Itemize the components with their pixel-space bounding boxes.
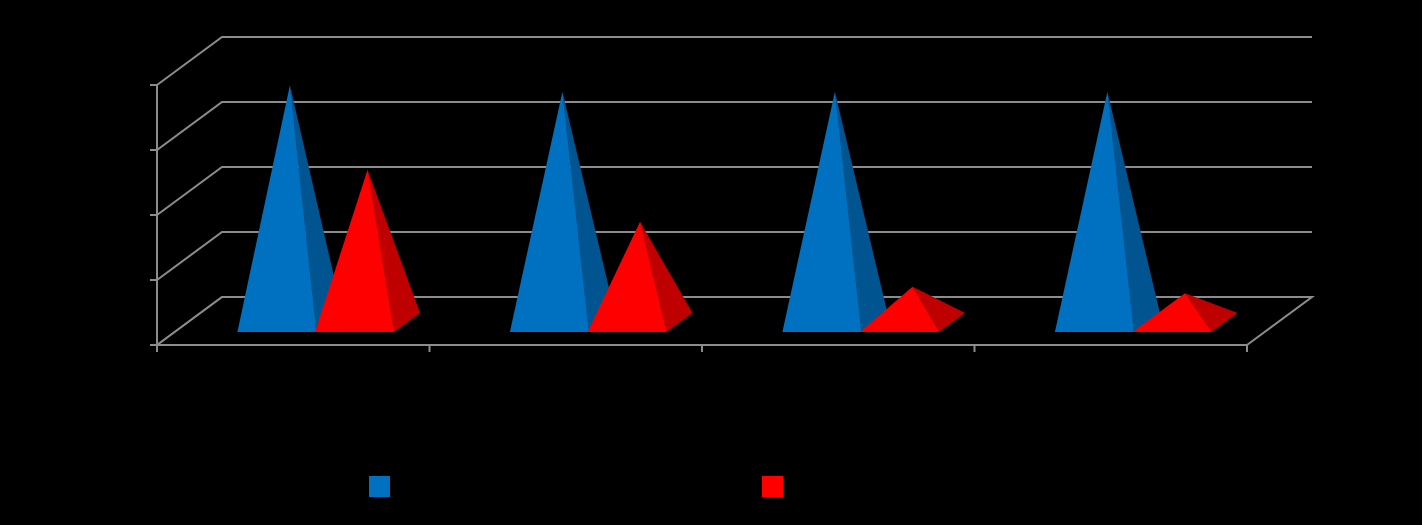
- pyramid-front: [315, 169, 395, 332]
- pyramid-front: [860, 286, 940, 332]
- y-tick-label: 1: [135, 271, 143, 287]
- y-tick-label: 0: [135, 336, 143, 352]
- grid-line: [156, 36, 1312, 86]
- pyramid-side: [1107, 91, 1160, 332]
- pyramid-front: [1054, 91, 1134, 332]
- pyramid-side: [834, 91, 888, 332]
- pyramid-front: [237, 85, 317, 332]
- grid-line: [156, 166, 1312, 216]
- legend-swatch: [762, 476, 783, 497]
- pyramid-front: [1132, 293, 1212, 332]
- pyramid-side: [640, 221, 693, 332]
- legend-swatch: [369, 476, 390, 497]
- grid-line: [156, 101, 1312, 151]
- pyramid-side: [367, 169, 421, 332]
- y-tick-label: 2: [135, 206, 143, 222]
- pyramid-front: [509, 91, 589, 332]
- pyramid-side: [912, 286, 966, 332]
- pyramid-side: [1185, 293, 1238, 332]
- pyramid-front: [587, 221, 667, 332]
- pyramid-side: [289, 85, 343, 332]
- grid-line: [156, 231, 1312, 281]
- pyramid-side: [562, 91, 615, 332]
- y-tick-label: 4: [135, 76, 143, 92]
- grid-line: [156, 296, 1312, 346]
- pyramid-front: [782, 91, 862, 332]
- y-tick-label: 3: [135, 141, 143, 157]
